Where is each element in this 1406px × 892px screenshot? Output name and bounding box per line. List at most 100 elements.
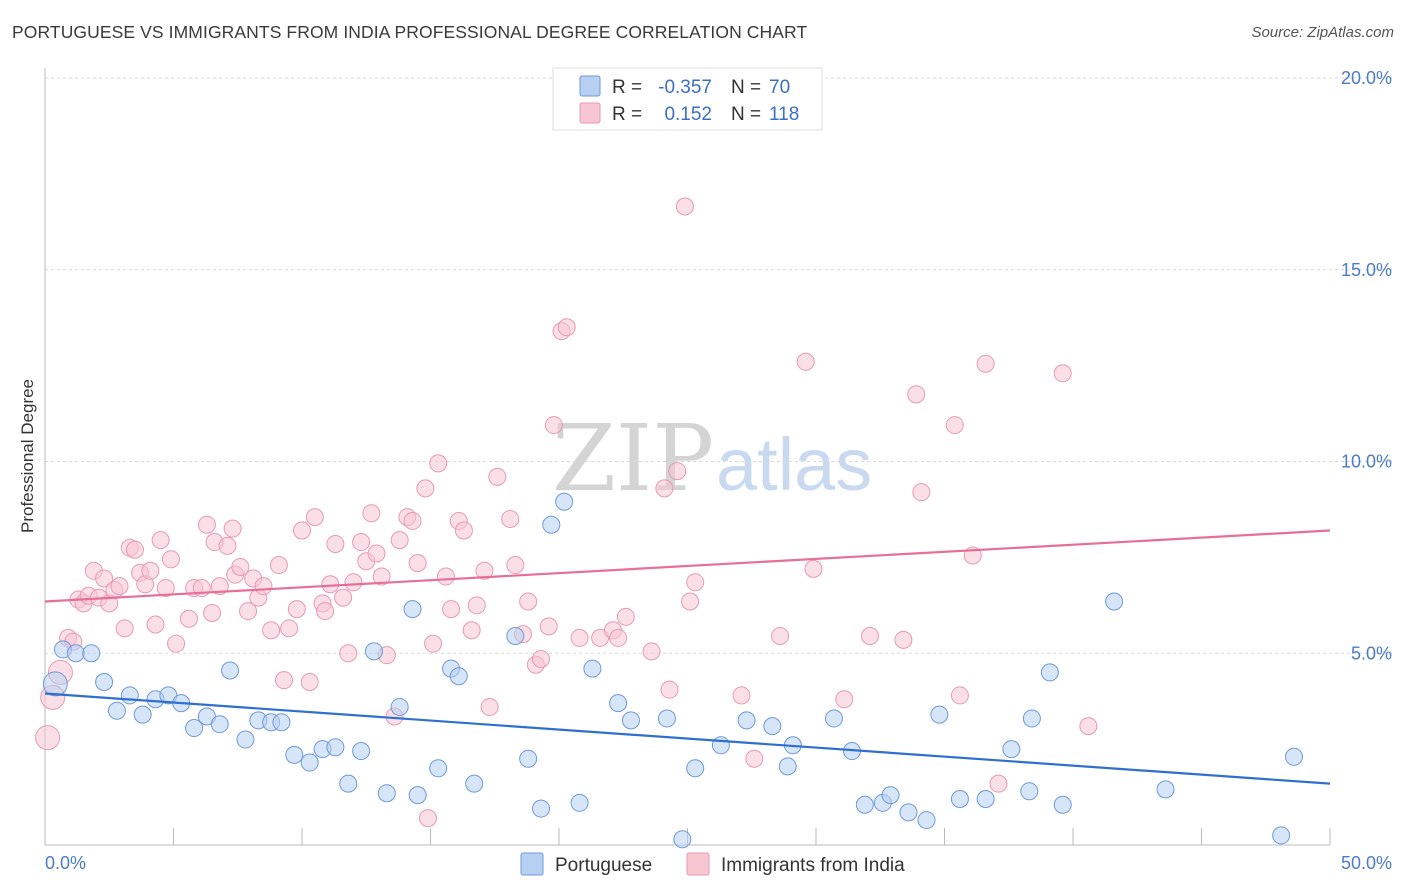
portuguese-point-40: [583, 659, 602, 678]
portuguese-point-7: [133, 705, 152, 724]
india-point-89: [570, 628, 589, 647]
portuguese-point-42: [621, 711, 640, 730]
india-trend-line: [44, 529, 1331, 603]
portuguese-point-39: [570, 793, 589, 812]
india-point-103: [771, 626, 790, 645]
portuguese-point-26: [377, 784, 396, 803]
india-point-13: [110, 577, 129, 596]
portuguese-point-30: [429, 759, 448, 778]
portuguese-point-66: [1105, 592, 1124, 611]
portuguese-point-27: [390, 697, 409, 716]
portuguese-point-62: [1020, 782, 1039, 801]
india-point-98: [675, 197, 694, 216]
portuguese-trend-line: [44, 692, 1331, 785]
india-point-114: [976, 354, 995, 373]
india-point-102: [745, 749, 764, 768]
india-point-59: [372, 567, 391, 586]
bottom-legend-india: Immigrants from India: [721, 855, 905, 876]
india-point-53: [339, 644, 358, 663]
legend-swatch-india: [579, 102, 601, 124]
india-point-21: [151, 531, 170, 550]
india-point-67: [418, 809, 437, 828]
watermark-zip: ZIP: [552, 405, 714, 512]
india-point-117: [1079, 717, 1098, 736]
trend-lines: [44, 529, 1331, 785]
portuguese-point-11: [185, 719, 204, 738]
y-tick-label-2: 15.0%: [1341, 260, 1392, 280]
india-point-75: [467, 596, 486, 615]
portuguese-point-65: [1053, 795, 1072, 814]
y-tick-label-1: 10.0%: [1341, 452, 1392, 472]
india-point-25: [179, 609, 198, 628]
portuguese-point-15: [236, 730, 255, 749]
bottom-legend-portuguese: Portuguese: [555, 855, 652, 876]
legend: R = -0.357 N = 70 R = 0.152 N = 118: [552, 67, 823, 131]
portuguese-point-45: [686, 759, 705, 778]
chart-source: Source: ZipAtlas.com: [1251, 24, 1394, 41]
india-point-50: [321, 575, 340, 594]
portuguese-point-60: [976, 789, 995, 808]
portuguese-point-57: [917, 811, 936, 830]
india-point-69: [429, 454, 448, 473]
india-point-70: [436, 567, 455, 586]
portuguese-point-34: [506, 626, 525, 645]
portuguese-point-24: [352, 742, 371, 761]
india-point-45: [293, 521, 311, 540]
india-point-104: [796, 352, 815, 371]
india-point-73: [454, 521, 473, 540]
x-tick-label-0: 0.0%: [45, 853, 86, 873]
portuguese-point-55: [881, 786, 900, 805]
india-point-14: [115, 619, 134, 638]
india-point-46: [300, 673, 319, 692]
india-point-36: [239, 602, 258, 621]
portuguese-point-59: [950, 789, 969, 808]
india-point-68: [424, 634, 443, 653]
india-point-94: [642, 642, 661, 661]
india-point-54: [344, 573, 363, 592]
legend-r-label-2: R =: [612, 104, 642, 125]
portuguese-point-18: [272, 713, 291, 732]
india-point-42: [275, 671, 294, 690]
portuguese-point-53: [855, 795, 874, 814]
legend-n-label-1: N =: [731, 77, 761, 98]
india-point-80: [506, 556, 525, 575]
tick-labels: 5.0% 10.0% 15.0% 20.0% 0.0% 50.0%: [45, 68, 1392, 873]
bottom-legend-swatch-portuguese: [520, 852, 544, 876]
data-points: [35, 197, 1304, 849]
portuguese-point-29: [408, 786, 427, 805]
portuguese-point-58: [930, 705, 949, 724]
legend-n-value-2: 118: [769, 104, 799, 125]
india-point-43: [280, 619, 299, 638]
india-point-44: [287, 600, 306, 619]
india-point-39: [254, 577, 273, 596]
india-point-99: [681, 592, 700, 611]
portuguese-point-61: [1002, 740, 1021, 759]
india-point-20: [146, 615, 165, 634]
portuguese-point-6: [120, 686, 139, 705]
y-tick-label-0: 5.0%: [1351, 643, 1392, 663]
india-point-88: [557, 318, 576, 337]
portuguese-point-28: [403, 600, 422, 619]
legend-n-value-1: 70: [769, 77, 790, 98]
portuguese-point-51: [824, 709, 843, 728]
portuguese-point-0: [42, 671, 68, 697]
legend-r-label-1: R =: [612, 77, 642, 98]
portuguese-point-47: [737, 711, 756, 730]
portuguese-point-68: [1272, 826, 1291, 845]
india-point-86: [544, 416, 563, 435]
india-point-108: [894, 630, 913, 649]
india-point-77: [480, 697, 499, 716]
india-point-115: [989, 774, 1008, 793]
portuguese-point-3: [82, 644, 101, 663]
india-point-0: [35, 725, 61, 751]
portuguese-point-20: [300, 753, 319, 772]
portuguese-point-22: [326, 738, 345, 757]
india-point-29: [203, 603, 222, 622]
india-point-22: [156, 579, 175, 598]
india-point-31: [210, 577, 229, 596]
portuguese-point-43: [657, 709, 676, 728]
india-point-51: [326, 534, 345, 553]
india-point-35: [231, 557, 250, 576]
india-point-33: [223, 519, 242, 538]
